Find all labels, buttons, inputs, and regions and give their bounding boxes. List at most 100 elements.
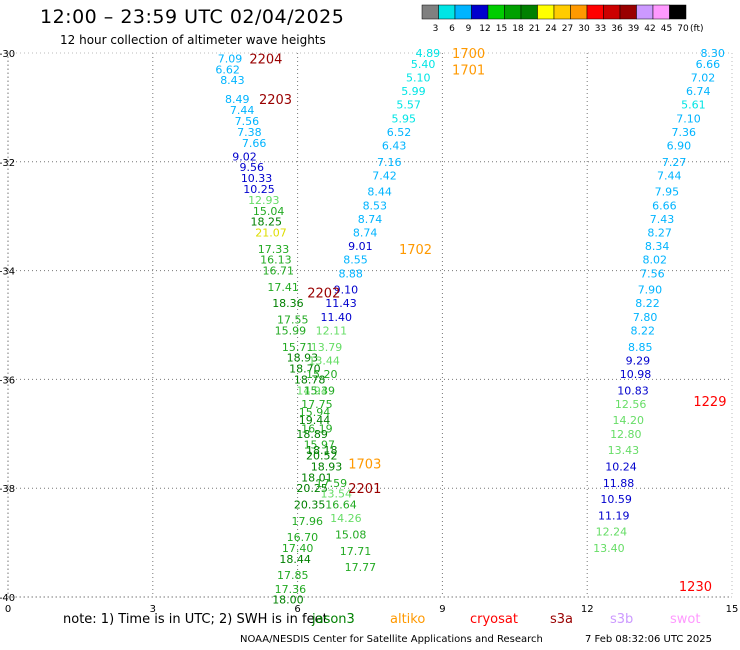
satellite-legend-swot: swot [670, 612, 701, 627]
wave-height-label: 18.01 [301, 471, 333, 484]
satellite-pass-label: 1702 [399, 243, 432, 258]
wave-height-label: 7.80 [633, 311, 658, 324]
satellite-pass-label: 2204 [249, 52, 282, 67]
wave-height-label: 12.56 [615, 398, 647, 411]
wave-height-label: 8.22 [635, 297, 660, 310]
color-tick-label: 30 [578, 24, 590, 34]
wave-height-label: 15.94 [299, 406, 331, 419]
color-swatch [520, 4, 538, 20]
satellite-pass-label: 2203 [259, 93, 292, 108]
wave-height-label: 17.59 [316, 477, 348, 490]
wave-height-label: 8.02 [643, 254, 668, 267]
wave-height-label: 13.44 [308, 354, 340, 367]
satellite-legend-s3b: s3b [610, 612, 634, 627]
wave-height-label: 5.40 [411, 58, 436, 71]
wave-height-label: 20.52 [306, 450, 338, 463]
wave-height-label: 9.29 [626, 354, 651, 367]
wave-height-label: 7.09 [218, 52, 243, 65]
color-tick-label: 21 [529, 24, 540, 34]
wave-height-label: 15.71 [282, 341, 314, 354]
y-tick-label: -32 [0, 158, 15, 169]
wave-height-label: 8.74 [353, 227, 378, 240]
color-tick-label: 6 [449, 24, 455, 34]
wave-height-label: 7.42 [372, 169, 397, 182]
wave-height-label: 10.59 [600, 493, 632, 506]
wave-height-label: 4.89 [416, 47, 441, 60]
wave-height-label: 19.44 [299, 414, 331, 427]
wave-height-label: 17.71 [340, 545, 372, 558]
wave-height-label: 5.57 [396, 99, 421, 112]
color-tick-label: 33 [595, 24, 606, 34]
wave-height-label: 17.85 [277, 569, 309, 582]
wave-height-label: 8.53 [363, 199, 388, 212]
color-tick-label: 70 [677, 24, 689, 34]
color-tick-label: 42 [644, 24, 655, 34]
wave-height-label: 6.74 [686, 85, 711, 98]
x-tick-label: 12 [581, 604, 594, 615]
wave-height-label: 18.93 [287, 352, 319, 365]
wave-height-label: 5.99 [401, 85, 426, 98]
wave-height-label: 6.52 [387, 126, 412, 139]
wave-height-label: 8.88 [338, 267, 363, 280]
x-tick-label: 15 [726, 604, 739, 615]
satellite-pass-label: 1703 [348, 458, 381, 473]
color-tick-label: 15 [496, 24, 507, 34]
wave-height-label: 7.95 [655, 186, 680, 199]
color-swatch [553, 4, 571, 20]
color-tick-label: 45 [661, 24, 672, 34]
footer-timestamp: 7 Feb 08:32:06 UTC 2025 [585, 634, 712, 645]
wave-height-label: 9.02 [232, 150, 257, 163]
wave-height-label: 18.70 [289, 363, 321, 376]
wave-height-label: 5.61 [681, 99, 706, 112]
wave-height-label: 15.99 [275, 324, 307, 337]
color-swatch [537, 4, 555, 20]
color-swatch [421, 4, 439, 20]
wave-height-label: 8.49 [225, 93, 250, 106]
wave-height-label: 16.70 [287, 531, 319, 544]
wave-height-label: 15.04 [253, 205, 285, 218]
wave-height-label: 18.44 [279, 553, 311, 566]
color-swatch [603, 4, 621, 20]
wave-height-label: 18.93 [311, 460, 343, 473]
wave-height-label: 21.07 [255, 227, 287, 240]
wave-height-label: 16.64 [325, 499, 357, 512]
satellite-pass-label: 2201 [348, 482, 381, 497]
wave-height-label: 8.22 [630, 324, 655, 337]
wave-height-label: 17.77 [345, 561, 377, 574]
wave-height-label: 11.40 [320, 311, 352, 324]
wave-height-label: 7.56 [235, 115, 260, 128]
wave-height-label: 8.55 [343, 254, 368, 267]
wave-height-label: 7.16 [377, 156, 402, 169]
satellite-pass-label: 1229 [693, 395, 726, 410]
wave-height-label: 8.34 [645, 240, 670, 253]
wave-height-label: 7.66 [242, 137, 267, 150]
color-tick-label: 36 [611, 24, 623, 34]
plot-frame [7, 52, 733, 598]
x-tick-label: 3 [150, 604, 156, 615]
wave-height-label: 17.40 [282, 542, 314, 555]
wave-height-label: 13.43 [608, 444, 640, 457]
color-swatch [570, 4, 588, 20]
wave-height-label: 8.43 [220, 74, 245, 87]
wave-height-label: 6.90 [667, 139, 692, 152]
color-swatch [504, 4, 522, 20]
footer-credit: NOAA/NESDIS Center for Satellite Applica… [240, 634, 543, 645]
color-swatch [619, 4, 637, 20]
satellite-pass-label: 1701 [452, 63, 485, 78]
page-title: 12:00 – 23:59 UTC 02/04/2025 [40, 6, 345, 28]
wave-height-label: 12.80 [610, 428, 642, 441]
color-tick-label: 9 [466, 24, 472, 34]
wave-height-label: 11.43 [325, 297, 357, 310]
wave-height-label: 5.10 [406, 71, 431, 84]
wave-height-label: 20.35 [294, 499, 326, 512]
wave-height-label: 10.33 [241, 172, 273, 185]
wave-height-label: 6.66 [696, 58, 721, 71]
wave-height-label: 9.01 [348, 240, 373, 253]
wave-height-label: 10.83 [617, 384, 649, 397]
page-subtitle: 12 hour collection of altimeter wave hei… [60, 33, 326, 47]
color-tick-label: 12 [479, 24, 490, 34]
wave-height-label: 17.55 [277, 314, 309, 327]
wave-height-label: 16.71 [263, 265, 295, 278]
